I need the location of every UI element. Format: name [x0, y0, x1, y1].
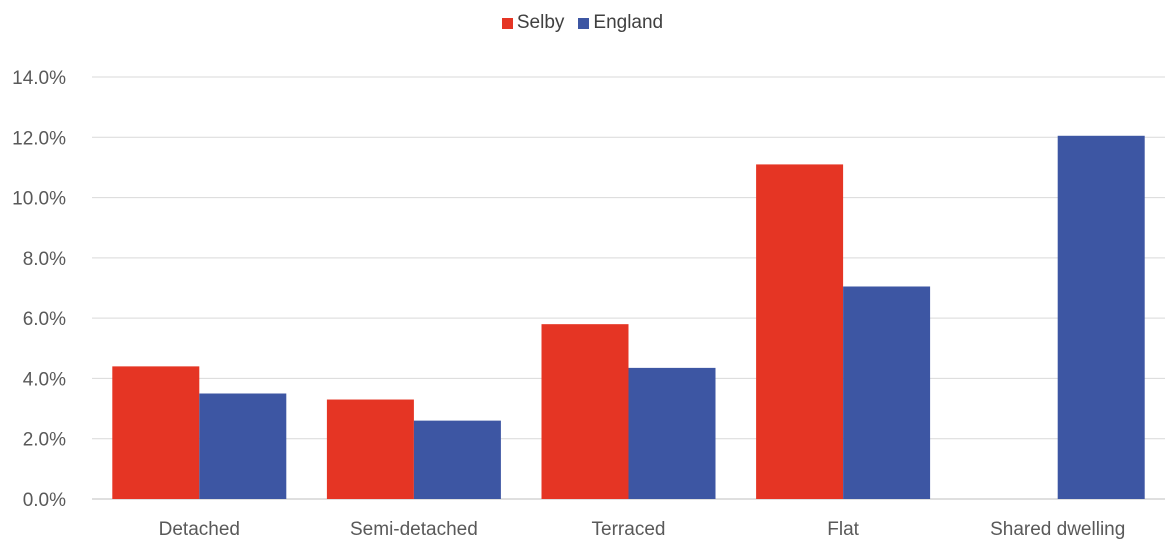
y-tick-label: 14.0%: [12, 68, 66, 89]
bar-selby-detached: [112, 366, 200, 499]
legend-item-selby: Selby: [501, 12, 565, 34]
bar-selby-terraced: [541, 324, 629, 499]
x-tick-label: Shared dwelling: [990, 519, 1125, 540]
legend-swatch-selby: [501, 17, 513, 29]
legend-item-england: England: [578, 12, 663, 34]
bar-england-semi-detached: [413, 420, 501, 499]
y-tick-label: 6.0%: [23, 309, 66, 330]
x-tick-label: Detached: [159, 519, 240, 540]
y-tick-label: 10.0%: [12, 189, 66, 210]
legend-swatch-england: [578, 17, 590, 29]
y-tick-label: 2.0%: [23, 430, 66, 451]
bar-england-terraced: [628, 367, 716, 499]
bar-selby-flat: [756, 164, 844, 499]
y-tick-label: 4.0%: [23, 369, 66, 390]
legend-label-selby: Selby: [516, 12, 565, 33]
bar-england-shared-dwelling: [1057, 135, 1145, 499]
x-tick-label: Semi-detached: [350, 519, 478, 540]
bar-england-detached: [199, 393, 287, 499]
bar-selby-semi-detached: [326, 399, 414, 499]
y-tick-label: 12.0%: [12, 128, 66, 149]
x-tick-label: Flat: [827, 519, 859, 540]
x-tick-label: Terraced: [592, 519, 666, 540]
legend: Selby England: [0, 12, 1165, 34]
bar-england-flat: [843, 286, 931, 499]
y-tick-label: 0.0%: [23, 490, 66, 511]
legend-label-england: England: [593, 12, 664, 33]
y-tick-label: 8.0%: [23, 249, 66, 270]
